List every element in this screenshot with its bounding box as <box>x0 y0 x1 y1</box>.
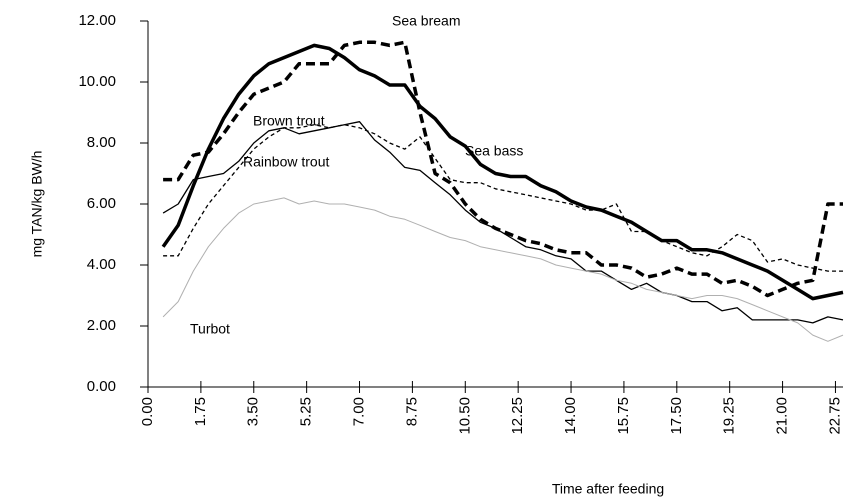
y-tick-label: 12.00 <box>78 12 116 29</box>
series-label: Turbot <box>190 321 230 337</box>
x-tick-label: 12.25 <box>509 397 526 435</box>
y-tick-label: 2.00 <box>87 317 116 334</box>
x-tick-label: 21.00 <box>774 397 791 435</box>
series-label: Brown trout <box>253 113 325 129</box>
y-axis-label: mg TAN/kg BW/h <box>29 151 45 258</box>
series-label: Rainbow trout <box>243 154 329 170</box>
y-tick-label: 0.00 <box>87 378 116 395</box>
x-tick-label: 15.75 <box>615 397 632 435</box>
x-axis-label: Time after feeding <box>552 481 664 497</box>
y-tick-label: 10.00 <box>78 73 116 90</box>
x-tick-label: 14.00 <box>562 397 579 435</box>
x-tick-label: 10.50 <box>456 397 473 435</box>
y-tick-label: 4.00 <box>87 256 116 273</box>
x-tick-label: 8.75 <box>403 397 420 426</box>
series-line <box>163 40 843 298</box>
series-line <box>163 124 843 272</box>
x-tick-label: 22.75 <box>826 397 843 435</box>
series-line <box>162 197 844 342</box>
x-tick-label: 17.50 <box>668 397 685 435</box>
series-label: Sea bream <box>392 13 460 29</box>
series-label: Sea bass <box>465 143 523 159</box>
series-line <box>161 43 844 301</box>
x-tick-label: 7.00 <box>350 397 367 426</box>
x-tick-label: 1.75 <box>192 397 209 426</box>
x-tick-label: 3.50 <box>245 397 262 426</box>
x-tick-label: 19.25 <box>721 397 738 435</box>
y-tick-label: 6.00 <box>87 195 116 212</box>
x-tick-label: 5.25 <box>298 397 315 426</box>
x-tick-label: 0.00 <box>139 397 156 426</box>
series-line <box>162 121 844 324</box>
y-tick-label: 8.00 <box>87 134 116 151</box>
